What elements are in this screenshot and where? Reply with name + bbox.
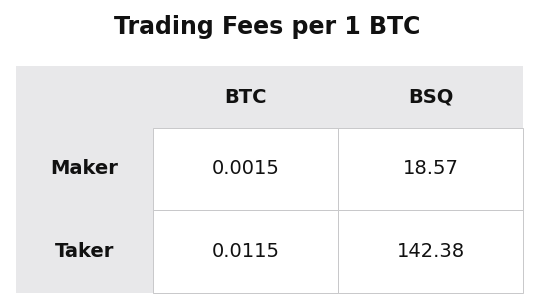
Text: Trading Fees per 1 BTC: Trading Fees per 1 BTC	[114, 15, 420, 39]
Text: BSQ: BSQ	[408, 88, 453, 107]
Text: BTC: BTC	[224, 88, 267, 107]
Text: Maker: Maker	[51, 159, 119, 178]
Text: 18.57: 18.57	[403, 159, 459, 178]
Text: 0.0015: 0.0015	[211, 159, 279, 178]
Text: 142.38: 142.38	[397, 242, 465, 261]
Text: 0.0115: 0.0115	[211, 242, 280, 261]
Text: Taker: Taker	[55, 242, 114, 261]
